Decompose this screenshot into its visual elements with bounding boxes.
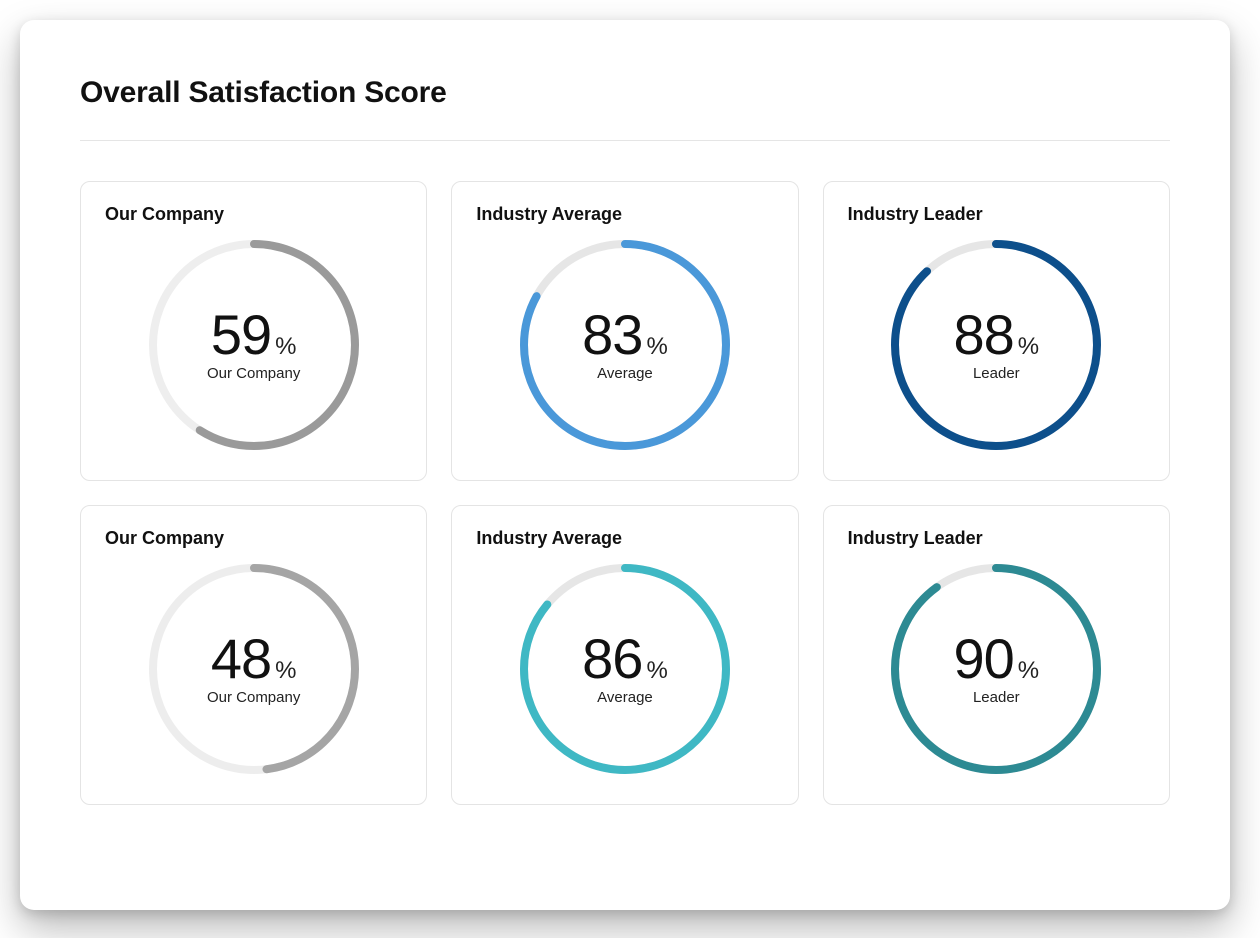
gauge-card: Our Company 48% Our Company [80,505,427,805]
gauge-value: 90% [954,631,1040,687]
donut-gauge: 86% Average [520,564,730,774]
gauge-wrap: 83% Average [476,229,773,460]
donut-gauge: 90% Leader [891,564,1101,774]
card-title: Our Company [105,528,402,549]
gauge-value: 59% [211,307,297,363]
gauge-grid: Our Company 59% Our Company Industry Averag… [80,181,1170,805]
card-title: Our Company [105,204,402,225]
donut-gauge: 83% Average [520,240,730,450]
gauge-value-unit: % [275,335,296,359]
gauge-wrap: 59% Our Company [105,229,402,460]
gauge-center: 86% Average [520,564,730,774]
gauge-value-number: 88 [954,307,1014,363]
gauge-value: 83% [582,307,668,363]
card-title: Industry Leader [848,204,1145,225]
donut-gauge: 88% Leader [891,240,1101,450]
gauge-value-unit: % [275,659,296,683]
gauge-center: 59% Our Company [149,240,359,450]
gauge-wrap: 48% Our Company [105,553,402,784]
gauge-value: 86% [582,631,668,687]
gauge-value: 48% [211,631,297,687]
divider [80,140,1170,141]
gauge-card: Industry Leader 88% Leader [823,181,1170,481]
gauge-value-unit: % [1018,335,1039,359]
gauge-value-number: 86 [582,631,642,687]
gauge-card: Industry Average 83% Average [451,181,798,481]
card-title: Industry Average [476,204,773,225]
gauge-wrap: 90% Leader [848,553,1145,784]
gauge-card: Industry Average 86% Average [451,505,798,805]
gauge-center: 48% Our Company [149,564,359,774]
gauge-sublabel: Our Company [207,365,300,382]
donut-gauge: 59% Our Company [149,240,359,450]
gauge-center: 88% Leader [891,240,1101,450]
gauge-sublabel: Leader [973,365,1020,382]
gauge-center: 83% Average [520,240,730,450]
card-title: Industry Leader [848,528,1145,549]
donut-gauge: 48% Our Company [149,564,359,774]
gauge-value: 88% [954,307,1040,363]
gauge-value-number: 48 [211,631,271,687]
gauge-card: Industry Leader 90% Leader [823,505,1170,805]
dashboard-panel: Overall Satisfaction Score Our Company59… [20,20,1230,910]
gauge-value-unit: % [1018,659,1039,683]
gauge-center: 90% Leader [891,564,1101,774]
gauge-value-unit: % [646,335,667,359]
gauge-sublabel: Our Company [207,689,300,706]
gauge-value-number: 90 [954,631,1014,687]
gauge-value-unit: % [646,659,667,683]
gauge-value-number: 83 [582,307,642,363]
gauge-sublabel: Leader [973,689,1020,706]
card-title: Industry Average [476,528,773,549]
page-title: Overall Satisfaction Score [80,76,1170,110]
gauge-value-number: 59 [211,307,271,363]
gauge-wrap: 88% Leader [848,229,1145,460]
gauge-card: Our Company 59% Our Company [80,181,427,481]
gauge-sublabel: Average [597,365,653,382]
gauge-sublabel: Average [597,689,653,706]
gauge-wrap: 86% Average [476,553,773,784]
